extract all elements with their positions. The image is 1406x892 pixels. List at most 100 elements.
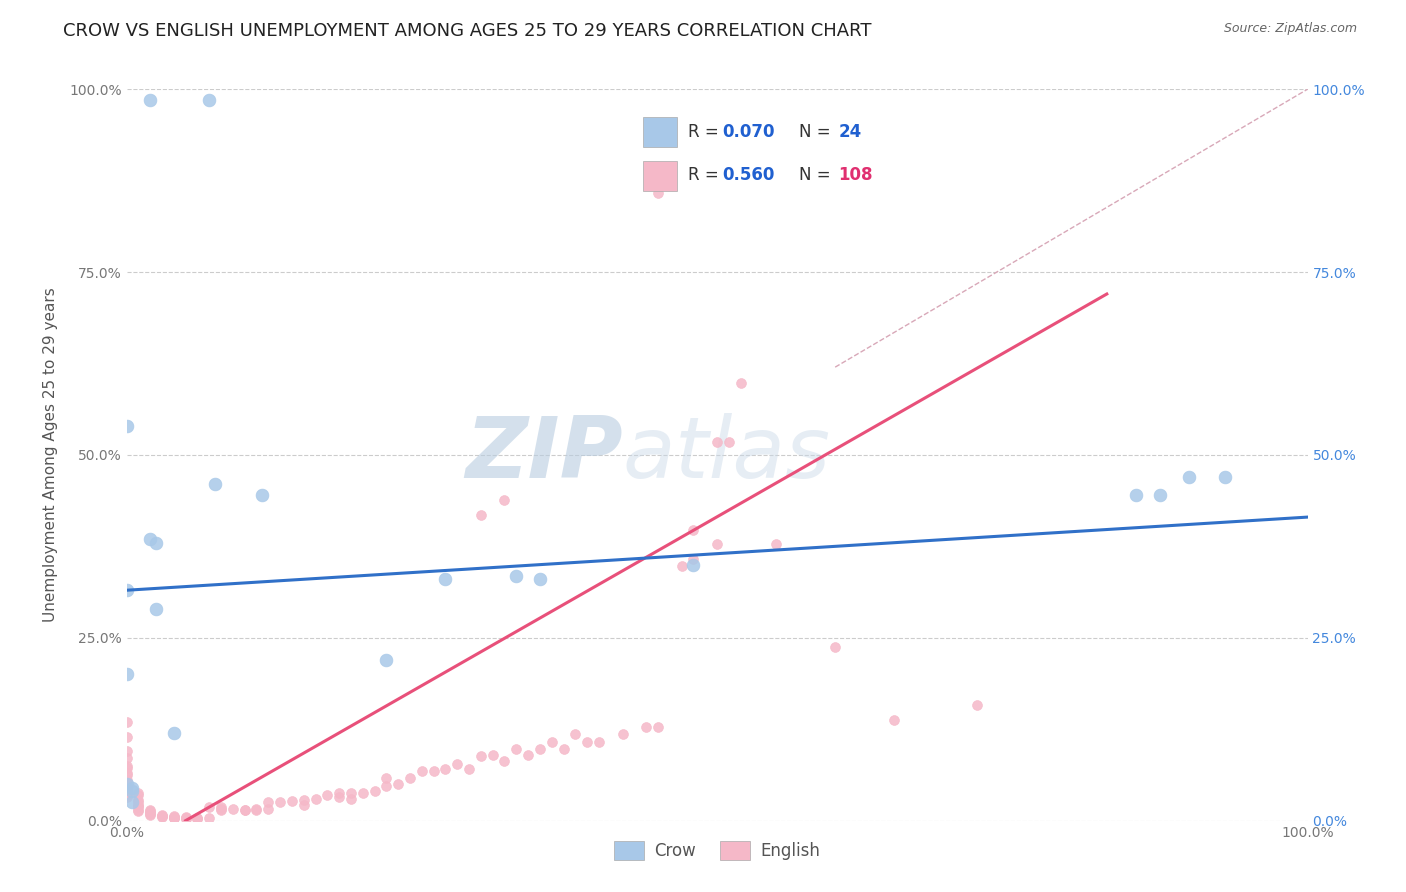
- Text: Source: ZipAtlas.com: Source: ZipAtlas.com: [1223, 22, 1357, 36]
- Point: [363, 784, 385, 798]
- Point: [765, 537, 787, 551]
- Point: [115, 780, 138, 795]
- Point: [269, 795, 291, 809]
- Point: [115, 758, 138, 772]
- Point: [163, 811, 186, 825]
- Point: [115, 768, 138, 782]
- Point: [127, 788, 149, 802]
- Point: [139, 93, 162, 107]
- Point: [115, 730, 138, 744]
- Point: [706, 434, 728, 449]
- Point: [115, 714, 138, 729]
- Point: [352, 786, 374, 800]
- Point: [328, 786, 350, 800]
- Text: CROW VS ENGLISH UNEMPLOYMENT AMONG AGES 25 TO 29 YEARS CORRELATION CHART: CROW VS ENGLISH UNEMPLOYMENT AMONG AGES …: [63, 22, 872, 40]
- Point: [233, 803, 256, 817]
- Point: [174, 812, 197, 826]
- Point: [411, 764, 433, 778]
- Point: [174, 811, 197, 825]
- Point: [139, 532, 162, 546]
- Point: [150, 810, 173, 824]
- Point: [505, 742, 527, 756]
- Point: [540, 734, 562, 748]
- Point: [883, 713, 905, 727]
- Point: [163, 812, 186, 826]
- Point: [186, 811, 208, 825]
- Point: [647, 720, 669, 734]
- Point: [529, 742, 551, 756]
- Text: ZIP: ZIP: [465, 413, 623, 497]
- Point: [328, 790, 350, 805]
- Point: [281, 794, 304, 808]
- Point: [553, 742, 575, 756]
- Point: [340, 791, 363, 805]
- Point: [233, 804, 256, 818]
- Point: [340, 786, 363, 800]
- Point: [481, 747, 503, 762]
- Point: [257, 802, 280, 816]
- Point: [198, 93, 221, 107]
- Point: [198, 812, 221, 826]
- Point: [304, 791, 326, 805]
- Point: [434, 763, 457, 777]
- Point: [115, 744, 138, 758]
- Point: [470, 749, 492, 764]
- Point: [682, 551, 704, 566]
- Point: [163, 726, 186, 740]
- Point: [1213, 470, 1236, 484]
- Point: [647, 186, 669, 200]
- Point: [115, 418, 138, 433]
- Point: [446, 756, 468, 771]
- Point: [422, 764, 444, 778]
- Point: [115, 777, 138, 791]
- Point: [245, 803, 267, 817]
- Point: [494, 754, 516, 768]
- Point: [174, 810, 197, 824]
- Point: [209, 800, 232, 814]
- Point: [163, 810, 186, 824]
- Point: [316, 788, 339, 802]
- Point: [682, 523, 704, 537]
- Legend: Crow, English: Crow, English: [607, 835, 827, 867]
- Point: [115, 787, 138, 801]
- Point: [127, 797, 149, 812]
- Point: [121, 796, 143, 810]
- Point: [399, 771, 422, 785]
- Point: [145, 535, 167, 549]
- Point: [127, 796, 149, 810]
- Point: [115, 784, 138, 798]
- Point: [824, 640, 846, 654]
- Point: [115, 667, 138, 681]
- Point: [682, 558, 704, 572]
- Point: [494, 493, 516, 508]
- Point: [517, 747, 540, 762]
- Point: [222, 802, 245, 816]
- Point: [150, 808, 173, 822]
- Point: [458, 763, 481, 777]
- Point: [717, 434, 740, 449]
- Point: [671, 559, 693, 574]
- Point: [375, 653, 398, 667]
- Point: [139, 806, 162, 821]
- Point: [115, 761, 138, 775]
- Point: [505, 568, 527, 582]
- Point: [186, 812, 208, 826]
- Point: [576, 734, 599, 748]
- Point: [150, 809, 173, 823]
- Point: [1149, 488, 1171, 502]
- Point: [115, 788, 138, 802]
- Point: [564, 727, 586, 741]
- Point: [139, 804, 162, 818]
- Point: [257, 796, 280, 810]
- Point: [966, 698, 988, 712]
- Y-axis label: Unemployment Among Ages 25 to 29 years: Unemployment Among Ages 25 to 29 years: [44, 287, 58, 623]
- Point: [127, 799, 149, 814]
- Point: [186, 812, 208, 826]
- Point: [115, 751, 138, 765]
- Point: [121, 780, 143, 795]
- Point: [115, 790, 138, 805]
- Point: [115, 783, 138, 797]
- Point: [252, 488, 274, 502]
- Point: [127, 793, 149, 807]
- Point: [139, 807, 162, 822]
